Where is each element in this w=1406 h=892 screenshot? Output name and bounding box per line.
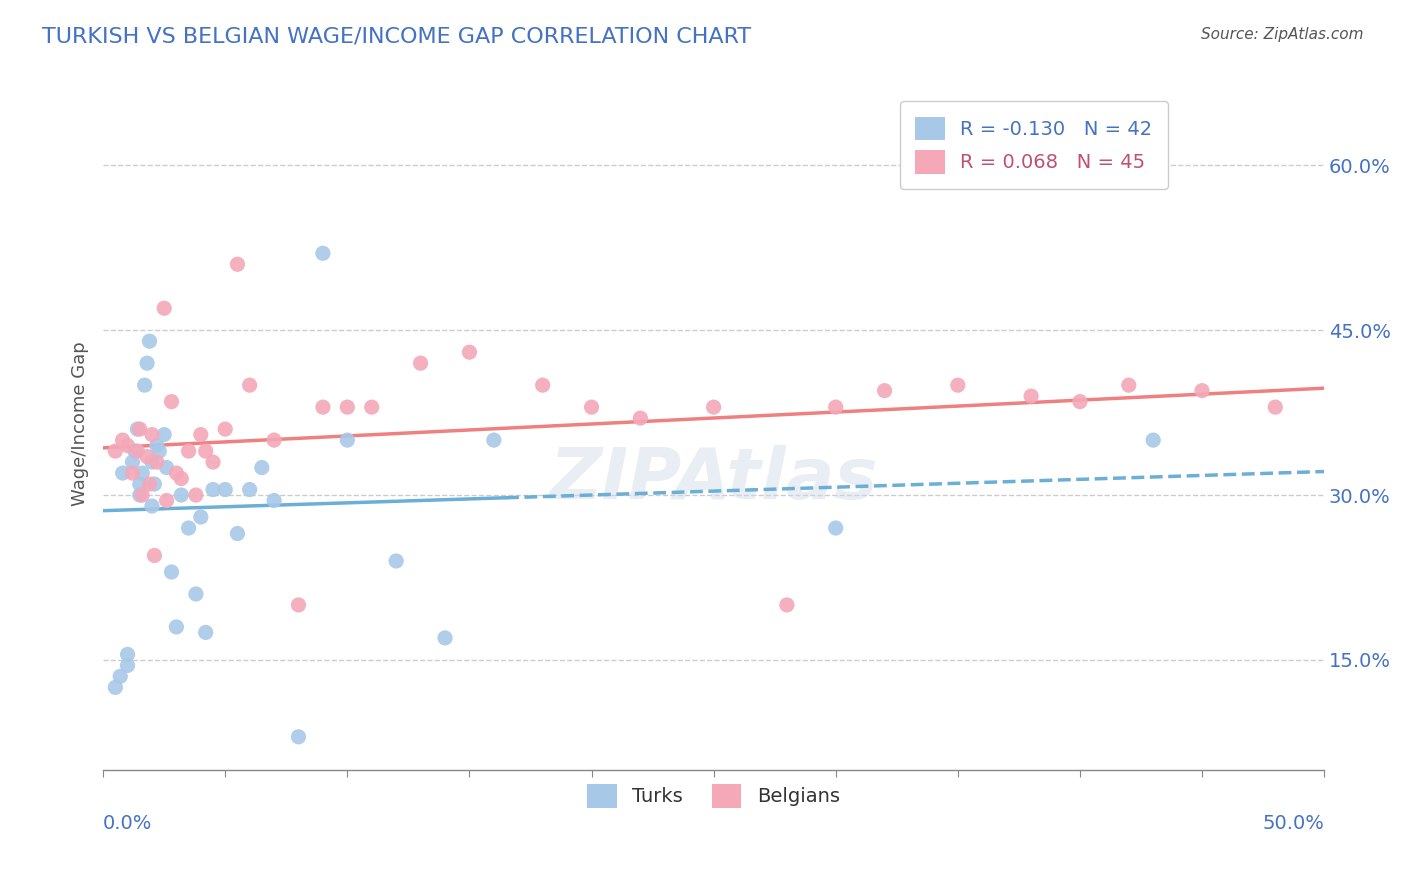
Point [156, 493, 179, 508]
Point [873, 384, 896, 398]
Point [190, 510, 212, 524]
Point [104, 444, 127, 458]
Point [170, 488, 193, 502]
Point [482, 433, 505, 447]
Point [128, 477, 150, 491]
Text: 0.0%: 0.0% [103, 814, 152, 833]
Point [146, 439, 169, 453]
Point [146, 455, 169, 469]
Point [131, 466, 153, 480]
Point [202, 455, 225, 469]
Point [287, 730, 309, 744]
Point [143, 549, 166, 563]
Point [409, 356, 432, 370]
Point [287, 598, 309, 612]
Point [124, 444, 146, 458]
Point [138, 334, 160, 349]
Point [131, 488, 153, 502]
Y-axis label: Wage/Income Gap: Wage/Income Gap [72, 342, 89, 506]
Point [134, 378, 156, 392]
Point [117, 658, 139, 673]
Point [434, 631, 457, 645]
Point [136, 450, 159, 464]
Point [581, 400, 603, 414]
Point [1069, 394, 1091, 409]
Point [141, 455, 163, 469]
Point [165, 620, 187, 634]
Point [128, 488, 150, 502]
Point [824, 400, 846, 414]
Point [263, 433, 285, 447]
Point [1118, 378, 1140, 392]
Point [336, 433, 359, 447]
Point [360, 400, 382, 414]
Point [156, 460, 179, 475]
Point [194, 444, 217, 458]
Point [226, 257, 249, 271]
Point [160, 394, 183, 409]
Point [184, 587, 207, 601]
Text: TURKISH VS BELGIAN WAGE/INCOME GAP CORRELATION CHART: TURKISH VS BELGIAN WAGE/INCOME GAP CORRE… [42, 27, 751, 46]
Point [148, 444, 170, 458]
Point [776, 598, 799, 612]
Point [127, 422, 149, 436]
Point [226, 526, 249, 541]
Point [143, 477, 166, 491]
Point [385, 554, 408, 568]
Point [136, 356, 159, 370]
Point [165, 466, 187, 480]
Legend: Turks, Belgians: Turks, Belgians [579, 776, 848, 815]
Point [190, 427, 212, 442]
Point [1019, 389, 1042, 403]
Point [121, 455, 143, 469]
Point [184, 488, 207, 502]
Point [117, 648, 139, 662]
Point [946, 378, 969, 392]
Text: 50.0%: 50.0% [1263, 814, 1324, 833]
Point [128, 422, 150, 436]
Point [202, 483, 225, 497]
Point [1191, 384, 1213, 398]
Point [250, 460, 273, 475]
Point [531, 378, 554, 392]
Point [194, 625, 217, 640]
Point [312, 246, 335, 260]
Point [458, 345, 481, 359]
Point [214, 483, 236, 497]
Point [141, 499, 163, 513]
Text: ZIPAtlas: ZIPAtlas [550, 444, 877, 514]
Point [153, 427, 176, 442]
Point [214, 422, 236, 436]
Point [117, 439, 139, 453]
Point [111, 433, 134, 447]
Point [153, 301, 176, 316]
Text: Source: ZipAtlas.com: Source: ZipAtlas.com [1201, 27, 1364, 42]
Point [111, 466, 134, 480]
Point [110, 669, 132, 683]
Point [138, 477, 160, 491]
Point [177, 444, 200, 458]
Point [336, 400, 359, 414]
Point [824, 521, 846, 535]
Point [239, 378, 262, 392]
Point [628, 411, 651, 425]
Point [703, 400, 725, 414]
Point [104, 681, 127, 695]
Point [239, 483, 262, 497]
Point [160, 565, 183, 579]
Point [141, 427, 163, 442]
Point [121, 466, 143, 480]
Point [263, 493, 285, 508]
Point [170, 472, 193, 486]
Point [1264, 400, 1286, 414]
Point [312, 400, 335, 414]
Point [127, 444, 149, 458]
Point [1142, 433, 1164, 447]
Point [177, 521, 200, 535]
